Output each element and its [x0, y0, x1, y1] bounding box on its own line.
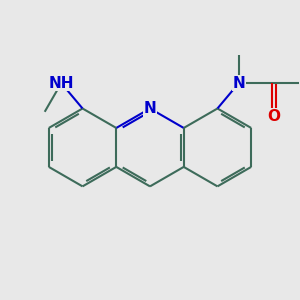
- Text: N: N: [144, 101, 156, 116]
- Text: O: O: [267, 109, 280, 124]
- Text: N: N: [232, 76, 245, 91]
- Text: NH: NH: [49, 76, 74, 91]
